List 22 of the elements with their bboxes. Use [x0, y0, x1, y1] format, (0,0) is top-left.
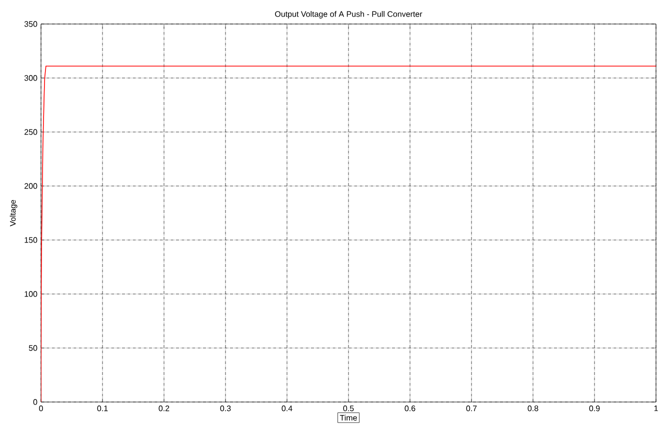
y-tick-label: 250 — [24, 129, 38, 135]
x-axis-title: Time — [340, 414, 357, 421]
y-axis-title: Voltage — [10, 200, 18, 226]
x-tick-label: 0.5 — [343, 406, 354, 412]
y-tick-label: 100 — [24, 291, 38, 297]
x-tick-label: 0.6 — [404, 406, 416, 412]
x-tick-label: 0.7 — [466, 406, 477, 412]
x-tick-label: 0.9 — [589, 406, 600, 412]
y-tick-label: 350 — [24, 21, 38, 27]
x-tick-label: 0.8 — [528, 406, 538, 412]
y-tick-label: 50 — [28, 345, 38, 351]
chart-title: Output Voltage of A Push - Pull Converter — [275, 11, 422, 18]
y-tick-label: 150 — [24, 237, 38, 243]
x-tick-label: 1 — [654, 406, 658, 412]
x-tick-label: 0.2 — [158, 406, 170, 412]
y-tick-label: 200 — [24, 183, 38, 189]
x-tick-label: 0.4 — [282, 406, 292, 412]
y-tick-label: 0 — [33, 399, 38, 405]
x-tick-label: 0.1 — [97, 406, 108, 412]
y-tick-label: 300 — [24, 75, 38, 81]
x-tick-label: 0.3 — [220, 406, 231, 412]
x-tick-label: 0 — [39, 406, 43, 412]
